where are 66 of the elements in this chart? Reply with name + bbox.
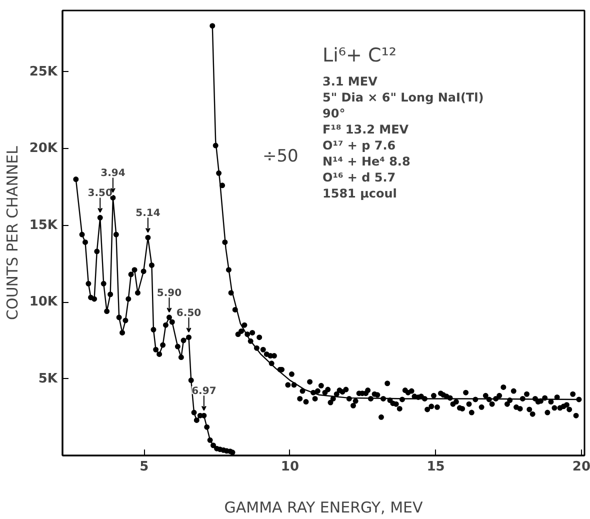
x-axis-title: GAMMA RAY ENERGY, MEV xyxy=(224,498,424,516)
annotation: O¹⁶ + d 5.7 xyxy=(322,170,396,184)
annotation: O¹⁷ + p 7.6 xyxy=(322,138,396,152)
point xyxy=(132,267,138,273)
y-tick-label: 15K xyxy=(29,218,58,233)
y-tick-label: 20K xyxy=(29,141,58,156)
annotation: F¹⁸ 13.2 MEV xyxy=(322,122,410,136)
annotation: 5.90 xyxy=(156,288,182,299)
x-tick-label: 15 xyxy=(426,460,445,474)
annotation: 3.50 xyxy=(88,188,112,200)
point xyxy=(230,450,236,456)
point xyxy=(145,234,151,240)
point xyxy=(191,410,197,416)
annotation: 3.94 xyxy=(100,168,126,180)
x-tick-label: 10 xyxy=(280,460,300,474)
point xyxy=(92,296,98,302)
point xyxy=(162,322,168,328)
y-tick-label: 25K xyxy=(29,64,58,80)
point xyxy=(210,442,216,448)
point xyxy=(120,330,126,336)
point xyxy=(113,232,119,238)
point xyxy=(79,232,85,238)
y-axis-title: COUNTS PER CHANNEL xyxy=(3,145,22,320)
point xyxy=(204,424,210,430)
point xyxy=(207,437,213,443)
point xyxy=(166,314,172,320)
point xyxy=(100,280,106,286)
point xyxy=(104,308,110,314)
annotation: Li⁶+ C¹² xyxy=(322,44,396,66)
point xyxy=(126,296,132,302)
point xyxy=(97,214,103,220)
point xyxy=(128,272,134,278)
annotation: N¹⁴ + He⁴ 8.8 xyxy=(322,154,410,168)
annotation: 6.50 xyxy=(176,308,202,319)
x-tick-label: 5 xyxy=(140,460,149,474)
point xyxy=(82,239,88,245)
point xyxy=(73,176,79,182)
y-tick-label: 10K xyxy=(29,294,58,310)
point xyxy=(122,318,128,324)
y-tick-label: 5K xyxy=(38,371,58,386)
point xyxy=(150,326,156,332)
point xyxy=(188,378,194,384)
annotation: 6.97 xyxy=(192,386,216,398)
point xyxy=(140,268,146,274)
point xyxy=(169,319,175,325)
annotation: 5" Dia × 6" Long NaI(Tl) xyxy=(322,90,484,104)
point xyxy=(194,417,200,423)
annotation: 5.14 xyxy=(136,208,160,220)
point xyxy=(94,248,100,254)
point xyxy=(186,334,192,340)
point xyxy=(108,292,114,298)
annotation: 1581 μcoul xyxy=(322,186,397,200)
point xyxy=(160,342,166,348)
x-tick-label: 20 xyxy=(572,460,590,474)
point xyxy=(178,354,184,360)
point xyxy=(86,280,92,286)
point xyxy=(174,344,180,350)
point xyxy=(134,290,140,296)
point xyxy=(116,314,122,320)
annotation: 3.1 MEV xyxy=(322,74,378,88)
annotation: ÷50 xyxy=(262,146,298,166)
point xyxy=(180,338,186,344)
annotation: 90° xyxy=(322,106,346,120)
point xyxy=(148,262,154,268)
point xyxy=(153,346,159,352)
point xyxy=(156,351,162,357)
